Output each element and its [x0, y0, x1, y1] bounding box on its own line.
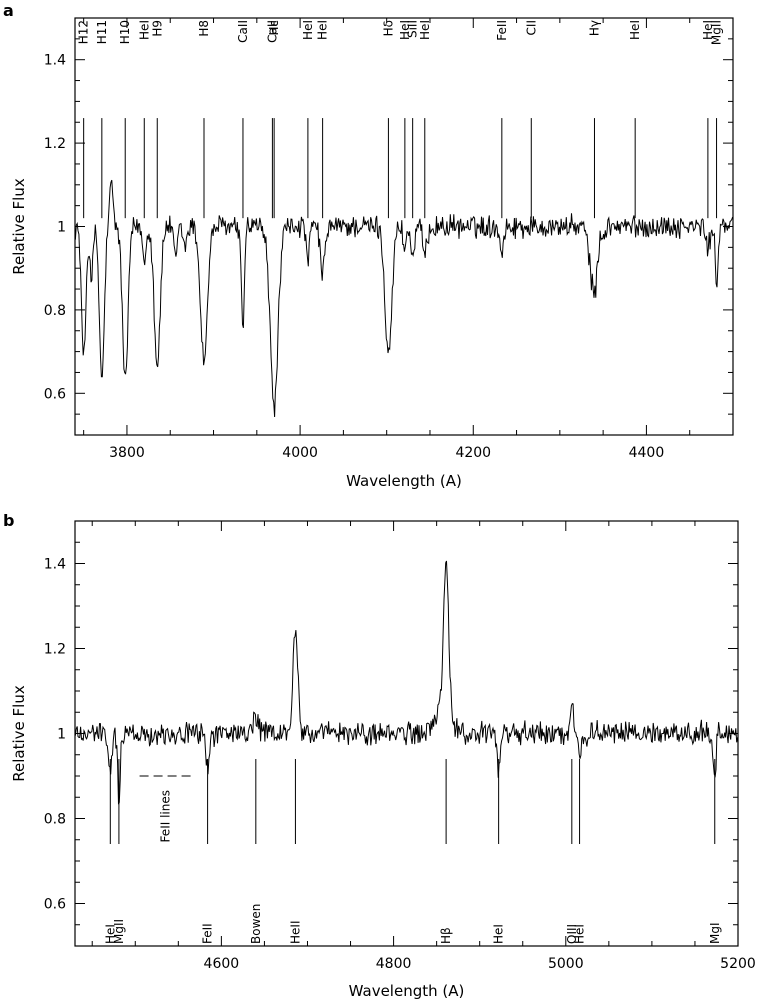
line-id-label: MgI: [708, 922, 722, 944]
x-tick-label: 3800: [109, 445, 145, 461]
line-id-label: H9: [150, 20, 164, 37]
x-tick-label: 4800: [376, 956, 412, 972]
y-tick-label: 0.8: [44, 812, 66, 828]
line-id-label: H8: [197, 20, 211, 37]
y-tick-label: 1: [57, 220, 66, 236]
line-id-label: SiII: [406, 20, 420, 38]
line-id-label: HeI: [701, 20, 715, 40]
line-id-label: HeI: [316, 20, 330, 40]
line-id-label: MgII: [112, 919, 126, 944]
line-id-label: HeI: [301, 20, 315, 40]
line-id-label: HeII: [288, 921, 302, 944]
line-id-label: Hγ: [587, 20, 601, 36]
y-tick-label: 0.6: [44, 386, 66, 402]
x-tick-label: 4200: [455, 445, 491, 461]
panel-a: a 3800 4000 4200 4400 0.6 0.8 1 1.2 1.4 Wavelengt…: [3, 1, 734, 490]
line-id-label: FeII: [495, 20, 509, 41]
line-id-label: CaII: [265, 20, 279, 43]
x-tick-label: 5000: [548, 956, 584, 972]
plot-frame: [74, 17, 734, 436]
spectrum-line: [74, 560, 739, 805]
y-axis-title: Relative Flux: [10, 178, 28, 275]
line-id-label: MgII: [710, 20, 724, 45]
y-tick-label: 0.8: [44, 303, 66, 319]
y-tick-label: 1.4: [44, 53, 66, 69]
x-tick-label: 4400: [629, 445, 665, 461]
line-id-label: OIII: [565, 924, 579, 944]
line-id-label: HeI: [398, 20, 412, 40]
y-tick-label: 1.2: [44, 642, 66, 658]
annotation-label: FeII lines: [158, 790, 172, 842]
x-tick-label: 4600: [204, 956, 240, 972]
line-id-label: CaII: [236, 20, 250, 43]
x-axis-title: Wavelength (A): [346, 472, 462, 490]
y-tick-label: 1: [57, 727, 66, 743]
line-id-label: HeI: [628, 20, 642, 40]
x-tick-label: 4000: [282, 445, 318, 461]
line-id-label: HeI: [573, 924, 587, 944]
x-tick-label: 5200: [720, 956, 756, 972]
line-id-label: Bowen: [249, 904, 263, 944]
line-id-label: Hβ: [439, 927, 453, 944]
spectrum-line: [74, 179, 734, 418]
y-tick-label: 1.2: [44, 136, 66, 152]
panel-a-letter: a: [3, 1, 14, 20]
line-id-label: H12: [77, 20, 91, 44]
line-id-label: HeI: [137, 20, 151, 40]
y-tick-label: 1.4: [44, 557, 66, 573]
line-id-label: HeI: [418, 20, 432, 40]
line-id-label: HeI: [103, 924, 117, 944]
line-id-label: Hε: [267, 20, 281, 36]
panel-b: b 4600 4800 5000 5200 0.6 0.8 1 1.2 1.4 Wavelengt…: [3, 511, 756, 1000]
line-id-label: HeI: [492, 924, 506, 944]
y-axis-title: Relative Flux: [10, 685, 28, 782]
line-id-label: H10: [118, 20, 132, 44]
line-id-label: FeII: [201, 923, 215, 944]
y-tick-label: 0.6: [44, 897, 66, 913]
panel-b-letter: b: [3, 511, 14, 530]
line-id-label: Hδ: [381, 20, 395, 36]
x-axis-title: Wavelength (A): [349, 982, 465, 1000]
line-id-label: CII: [524, 20, 538, 35]
line-id-label: H11: [95, 20, 109, 44]
